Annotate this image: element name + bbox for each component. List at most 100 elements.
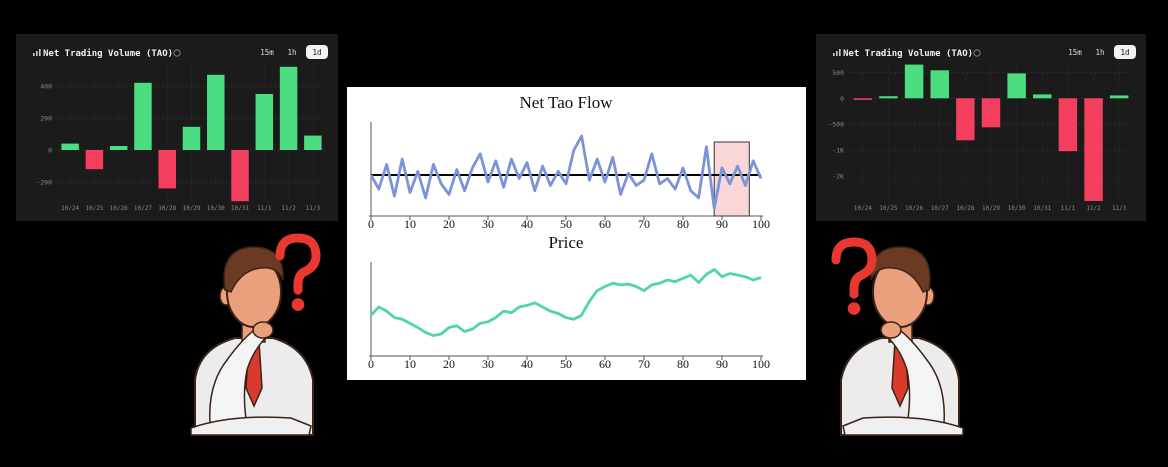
chart-title: Net Trading Volume (TAO) <box>43 48 173 59</box>
x-tick-label: 40 <box>521 217 533 231</box>
chart-icon <box>836 51 838 56</box>
x-tick-label: 10/26 <box>110 205 128 212</box>
bar <box>231 150 249 202</box>
x-tick-label: 10/28 <box>158 205 176 212</box>
x-tick-label: 0 <box>368 357 374 371</box>
x-tick-label: 80 <box>677 217 689 231</box>
x-tick-label: 11/3 <box>306 205 321 212</box>
bar <box>1109 95 1129 99</box>
x-tick-label: 30 <box>482 357 494 371</box>
x-tick-label: 20 <box>443 217 455 231</box>
x-tick-label: 30 <box>482 217 494 231</box>
chart-icon <box>833 53 835 56</box>
x-tick-label: 11/3 <box>1112 205 1127 212</box>
timeframe-button[interactable] <box>1114 45 1136 59</box>
bar <box>207 74 225 150</box>
bar <box>158 150 176 189</box>
x-tick-label: 100 <box>752 217 770 231</box>
x-tick-label: 10/26 <box>905 205 923 212</box>
chart-title: Net Trading Volume (TAO) <box>843 48 973 59</box>
hair <box>870 246 931 293</box>
y-tick-label: -500 <box>828 121 844 129</box>
y-tick-label: 500 <box>832 69 844 77</box>
chart-title: Net Tao Flow <box>520 93 614 112</box>
x-tick-label: 10/31 <box>1033 205 1051 212</box>
timeframe-button[interactable] <box>256 45 278 59</box>
timeframe-button-label[interactable]: 1h <box>287 48 296 57</box>
bar <box>1033 94 1052 99</box>
chart-icon <box>39 49 41 56</box>
x-tick-label: 10 <box>404 357 416 371</box>
x-tick-label: 0 <box>368 217 374 231</box>
x-tick-label: 11/2 <box>1086 205 1101 212</box>
x-tick-label: 10/27 <box>134 205 152 212</box>
timeframe-button[interactable] <box>281 45 303 59</box>
x-tick-label: 50 <box>560 357 572 371</box>
hair <box>223 246 284 293</box>
bar <box>304 135 322 150</box>
x-tick-label: 20 <box>443 357 455 371</box>
question-mark <box>275 233 321 311</box>
question-mark-hook <box>831 237 877 299</box>
x-tick-label: 10 <box>404 217 416 231</box>
bar <box>61 143 79 150</box>
y-tick-label: 0 <box>48 147 52 155</box>
hand <box>880 321 902 339</box>
bar <box>879 96 898 99</box>
question-mark-dot <box>291 298 305 311</box>
question-mark <box>831 237 877 315</box>
timeframe-button[interactable] <box>306 45 328 59</box>
x-tick-label: 90 <box>716 217 728 231</box>
info-icon <box>173 49 181 57</box>
x-tick-label: 10/30 <box>1008 205 1026 212</box>
bar <box>109 146 128 150</box>
timeframe-button[interactable] <box>1089 45 1111 59</box>
timeframe-button-label[interactable]: 15m <box>260 48 274 57</box>
x-tick-label: 10/31 <box>231 205 249 212</box>
bar <box>930 70 949 99</box>
x-tick-label: 10/28 <box>956 205 974 212</box>
bar <box>1084 98 1103 201</box>
timeframe-button-label[interactable]: 15m <box>1068 48 1082 57</box>
y-tick-label: -200 <box>36 179 52 187</box>
data-line <box>369 134 763 210</box>
info-icon <box>973 49 981 57</box>
y-tick-label: -2K <box>832 173 844 181</box>
timeframe-button[interactable] <box>1064 45 1086 59</box>
bar <box>1058 98 1078 152</box>
bar <box>956 98 975 141</box>
x-tick-label: 10/29 <box>982 205 1000 212</box>
bar <box>134 82 152 150</box>
question-mark-dot <box>847 302 861 315</box>
timeframe-button-label[interactable]: 1d <box>1120 48 1129 57</box>
bar <box>904 64 924 99</box>
x-tick-label: 70 <box>638 217 650 231</box>
bar <box>853 98 873 100</box>
data-line <box>369 268 762 337</box>
x-tick-label: 10/25 <box>85 205 103 212</box>
thinking-person <box>190 246 314 436</box>
x-tick-label: 50 <box>560 217 572 231</box>
x-tick-label: 60 <box>599 357 611 371</box>
timeframe-button-label[interactable]: 1d <box>312 48 321 57</box>
x-tick-label: 10/24 <box>854 205 872 212</box>
bar <box>85 150 104 170</box>
x-tick-label: 10/30 <box>207 205 225 212</box>
x-tick-label: 10/25 <box>879 205 897 212</box>
x-tick-label: 100 <box>752 357 770 371</box>
x-tick-label: 11/2 <box>281 205 296 212</box>
bar <box>981 98 1001 128</box>
hand <box>252 321 274 339</box>
forearm <box>842 416 964 436</box>
bar <box>279 66 298 150</box>
timeframe-button-label[interactable]: 1h <box>1095 48 1104 57</box>
x-tick-label: 60 <box>599 217 611 231</box>
thinking-person <box>840 246 964 436</box>
x-tick-label: 10/24 <box>61 205 79 212</box>
y-tick-label: 200 <box>40 115 52 123</box>
x-tick-label: 40 <box>521 357 533 371</box>
x-tick-label: 10/27 <box>931 205 949 212</box>
forearm <box>190 416 312 436</box>
question-mark-hook <box>275 233 321 295</box>
